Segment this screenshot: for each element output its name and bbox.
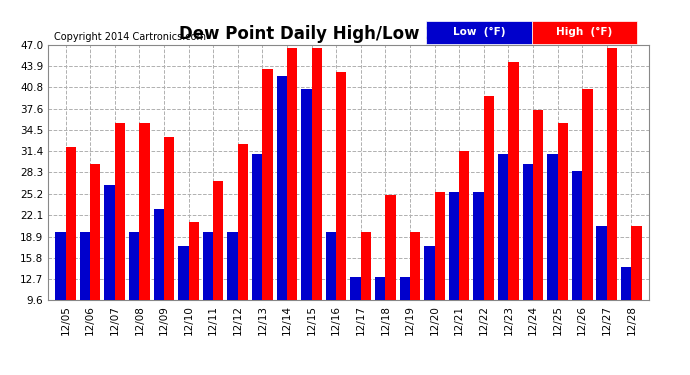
Bar: [277, 76, 287, 366]
Bar: [164, 137, 175, 366]
Bar: [287, 48, 297, 366]
Bar: [424, 246, 435, 366]
Bar: [410, 232, 420, 366]
Bar: [178, 246, 188, 366]
Bar: [139, 123, 150, 366]
FancyBboxPatch shape: [531, 21, 637, 44]
Bar: [302, 89, 312, 366]
Bar: [80, 232, 90, 366]
Bar: [607, 48, 617, 366]
Bar: [558, 123, 568, 366]
Bar: [375, 277, 385, 366]
Bar: [115, 123, 125, 366]
Bar: [55, 232, 66, 366]
Bar: [621, 267, 631, 366]
Bar: [473, 192, 484, 366]
Bar: [104, 185, 115, 366]
Bar: [262, 69, 273, 366]
Bar: [336, 72, 346, 366]
Bar: [188, 222, 199, 366]
Bar: [400, 277, 410, 366]
Bar: [213, 182, 224, 366]
Bar: [448, 192, 459, 366]
Bar: [572, 171, 582, 366]
Bar: [522, 164, 533, 366]
Text: Low  (°F): Low (°F): [453, 27, 505, 37]
Bar: [582, 89, 593, 366]
Bar: [509, 62, 519, 366]
Bar: [459, 151, 469, 366]
Bar: [484, 96, 494, 366]
Text: High  (°F): High (°F): [556, 27, 612, 37]
Bar: [498, 154, 509, 366]
Bar: [351, 277, 361, 366]
Bar: [203, 232, 213, 366]
Bar: [385, 195, 395, 366]
Title: Dew Point Daily High/Low 20141229: Dew Point Daily High/Low 20141229: [179, 26, 518, 44]
Bar: [631, 226, 642, 366]
Bar: [129, 232, 139, 366]
Bar: [238, 144, 248, 366]
Bar: [228, 232, 238, 366]
Bar: [312, 48, 322, 366]
Bar: [547, 154, 558, 366]
Bar: [533, 110, 543, 366]
Bar: [326, 232, 336, 366]
Text: Copyright 2014 Cartronics.com: Copyright 2014 Cartronics.com: [55, 33, 206, 42]
Bar: [361, 232, 371, 366]
FancyBboxPatch shape: [426, 21, 531, 44]
Bar: [596, 226, 607, 366]
Bar: [66, 147, 76, 366]
Bar: [252, 154, 262, 366]
Bar: [154, 209, 164, 366]
Bar: [435, 192, 445, 366]
Bar: [90, 164, 101, 366]
